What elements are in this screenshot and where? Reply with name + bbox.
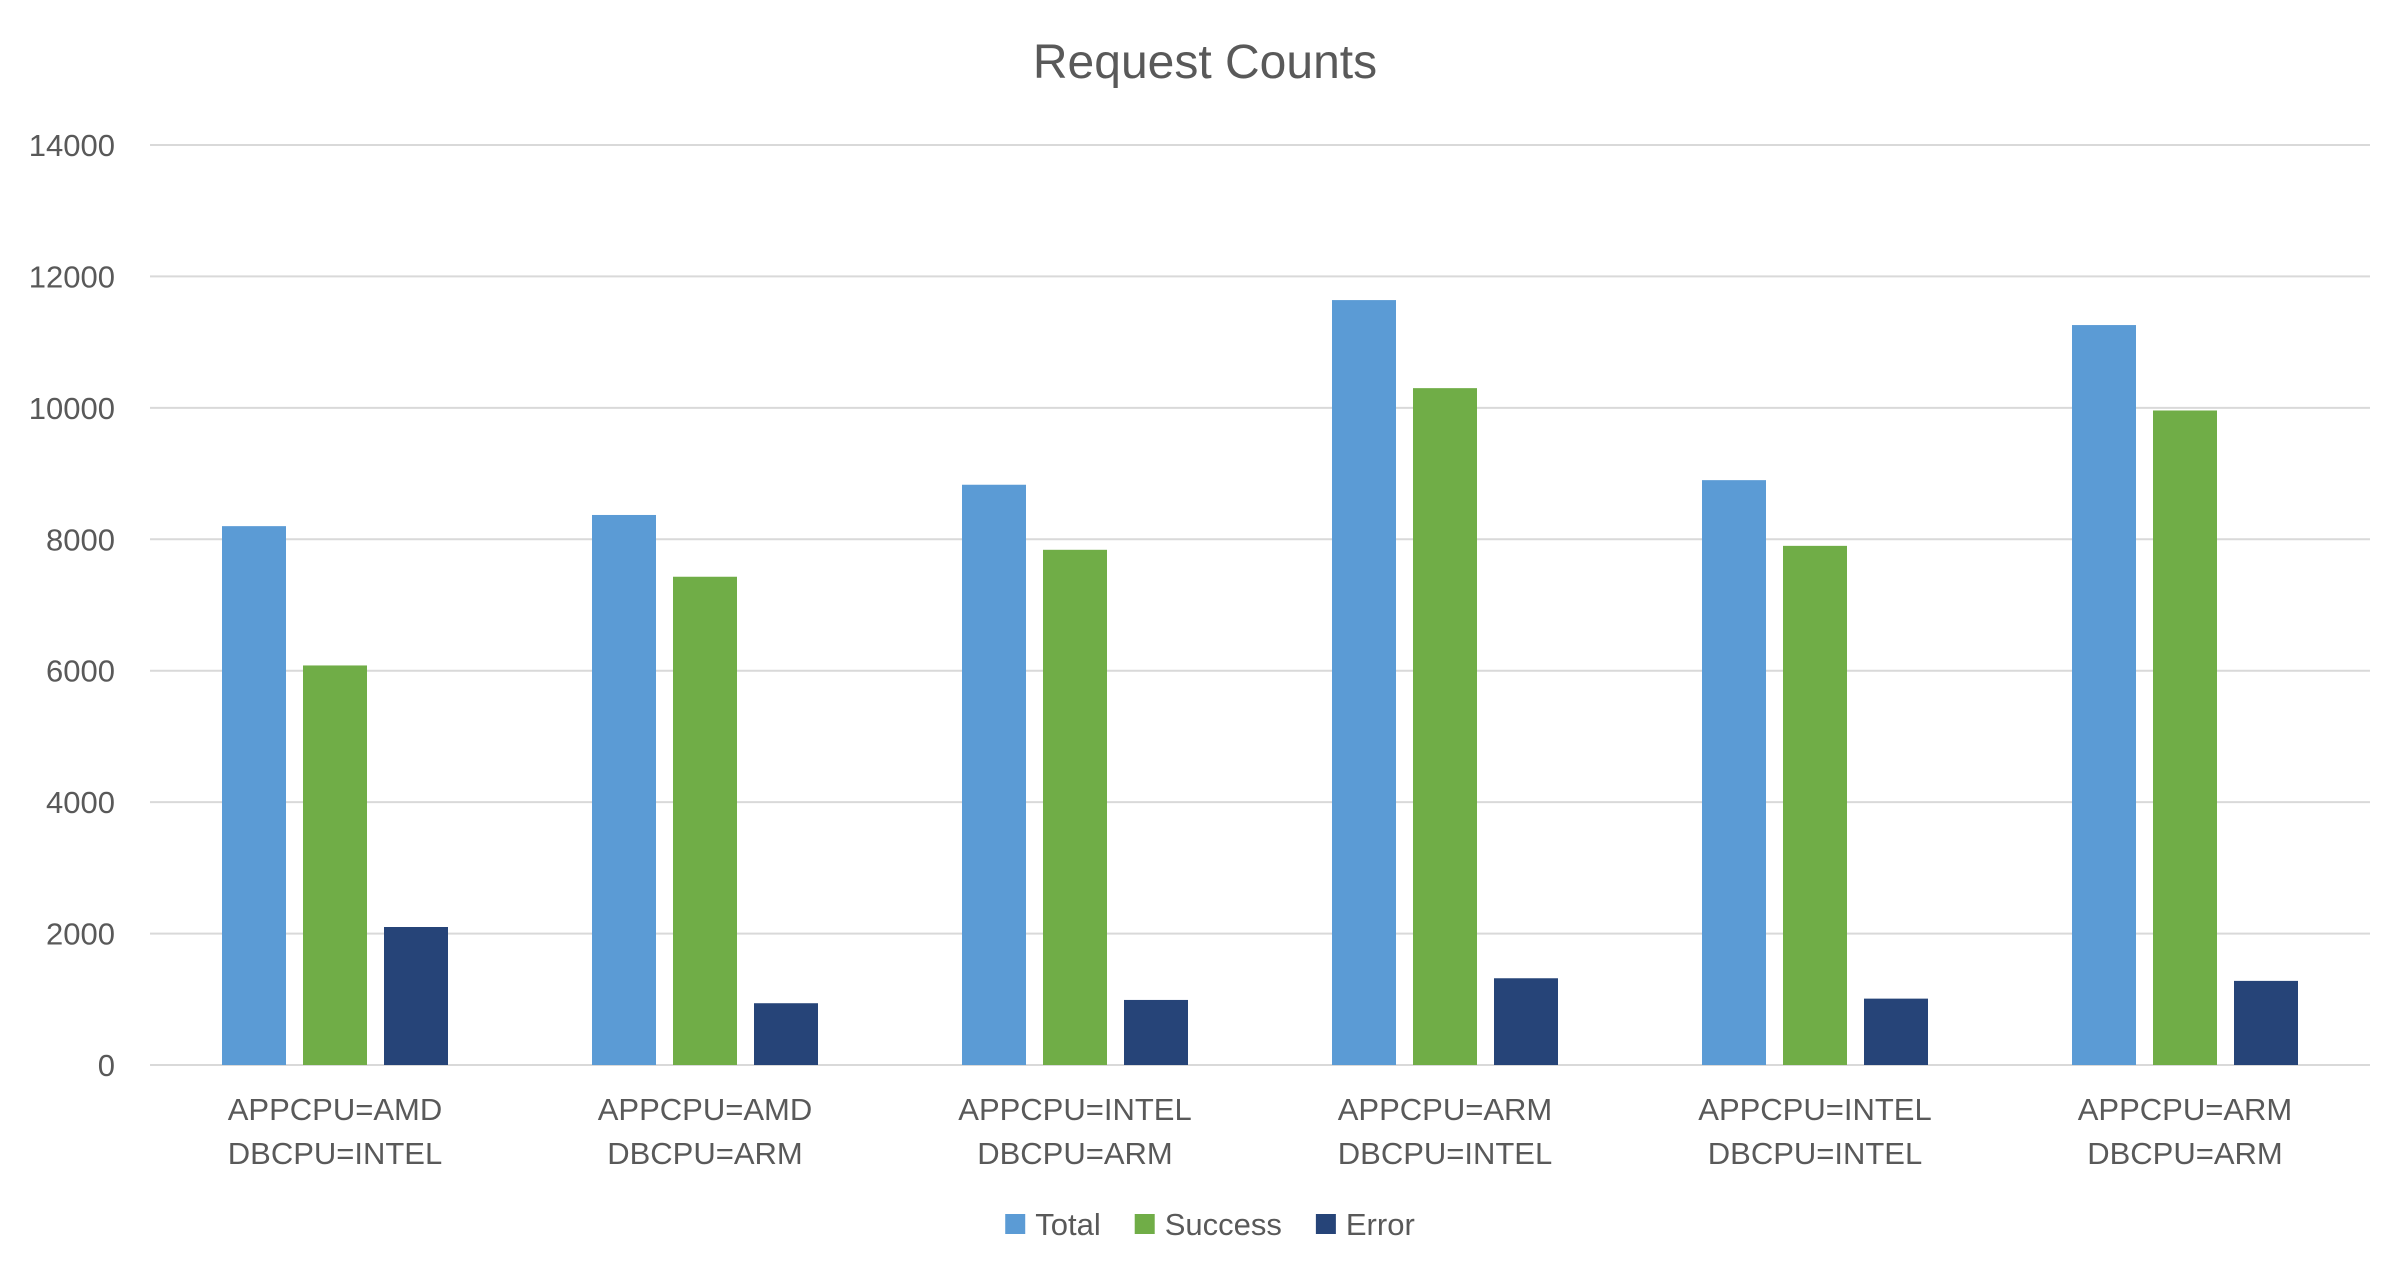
legend-label-error: Error — [1346, 1207, 1415, 1242]
x-category-label: DBCPU=INTEL — [1338, 1136, 1552, 1171]
legend-label-total: Total — [1035, 1207, 1100, 1242]
bar-total-4 — [1702, 480, 1766, 1066]
y-tick-label: 14000 — [29, 128, 115, 163]
bar-error-1 — [754, 1003, 818, 1065]
bar-success-5 — [2153, 410, 2217, 1065]
legend-swatch-error — [1315, 1214, 1336, 1234]
x-category-label: APPCPU=AMD — [228, 1092, 442, 1127]
x-category-label: DBCPU=ARM — [607, 1136, 803, 1171]
x-category-label: APPCPU=INTEL — [958, 1092, 1191, 1127]
y-tick-label: 10000 — [29, 391, 115, 426]
bar-error-4 — [1864, 998, 1928, 1065]
bar-success-0 — [303, 665, 367, 1065]
y-tick-label: 8000 — [46, 522, 115, 557]
legend-label-success: Success — [1165, 1207, 1282, 1242]
y-tick-label: 6000 — [46, 654, 115, 689]
x-category-label: DBCPU=INTEL — [1708, 1136, 1922, 1171]
bar-success-3 — [1413, 388, 1477, 1066]
bar-error-0 — [384, 927, 448, 1065]
bar-total-1 — [592, 514, 656, 1065]
bar-total-2 — [962, 484, 1026, 1065]
bars — [222, 300, 2298, 1066]
x-category-label: APPCPU=AMD — [598, 1092, 812, 1127]
bar-success-2 — [1043, 549, 1107, 1065]
bar-error-5 — [2234, 980, 2298, 1065]
bar-total-0 — [222, 526, 286, 1065]
x-axis-category-labels: APPCPU=AMD DBCPU=INTEL APPCPU=AMD DBCPU=ARM… — [228, 1092, 2292, 1171]
x-category-label: APPCPU=INTEL — [1698, 1092, 1931, 1127]
x-category-label: APPCPU=ARM — [2078, 1092, 2292, 1127]
bar-total-5 — [2072, 325, 2136, 1065]
y-tick-label: 2000 — [46, 917, 115, 952]
bar-success-1 — [673, 576, 737, 1065]
bar-error-2 — [1124, 999, 1188, 1065]
gridlines — [150, 144, 2370, 1066]
bar-error-3 — [1494, 978, 1558, 1065]
y-tick-label: 0 — [98, 1048, 115, 1083]
bar-total-3 — [1332, 300, 1396, 1066]
bar-success-4 — [1783, 545, 1847, 1065]
x-category-label: DBCPU=INTEL — [228, 1136, 442, 1171]
legend: Total Success Error — [1005, 1207, 1415, 1242]
x-category-label: APPCPU=ARM — [1338, 1092, 1552, 1127]
legend-swatch-success — [1134, 1214, 1155, 1234]
y-axis-tick-labels: 0 2000 4000 6000 8000 10000 12000 14000 — [29, 128, 115, 1083]
y-tick-label: 12000 — [29, 259, 115, 294]
x-category-label: DBCPU=ARM — [977, 1136, 1173, 1171]
chart-title: Request Counts — [1033, 36, 1377, 89]
x-category-label: DBCPU=ARM — [2087, 1136, 2283, 1171]
legend-swatch-total — [1005, 1214, 1026, 1234]
y-tick-label: 4000 — [46, 785, 115, 820]
